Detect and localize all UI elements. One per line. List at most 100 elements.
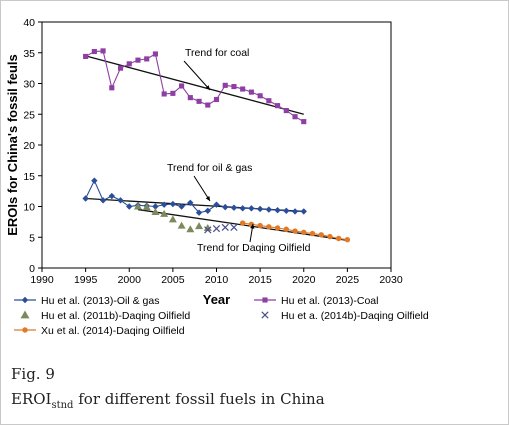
data-point (126, 61, 132, 67)
chart-annotations: Trend for coal Trend for oil & gas Trend f… (167, 47, 311, 254)
data-point (91, 48, 97, 55)
data-point (309, 230, 316, 237)
data-point (265, 206, 273, 213)
legend-item: Xu et al. (2014)-Daqing Oilfield (14, 325, 185, 337)
chart-axes: 1990 1995 2000 2005 2010 2015 2020 2025 20300510… (5, 17, 403, 307)
trend-line (85, 55, 304, 115)
x-tick-label: 2030 (379, 274, 403, 286)
y-tick-label: 20 (23, 140, 35, 152)
data-point (327, 233, 333, 240)
legend-item: Hu et a. (2014b)-Daqing Oilfield (261, 310, 429, 322)
data-point (187, 95, 193, 101)
x-tick-label: 2020 (292, 274, 316, 286)
annotation-pointer (193, 175, 211, 202)
legend-marker (262, 297, 268, 303)
data-point (152, 203, 159, 210)
data-point (186, 225, 195, 233)
data-point (177, 221, 186, 229)
data-point (240, 86, 246, 92)
data-point (292, 228, 298, 234)
data-point (292, 114, 298, 120)
x-tick-label: 2005 (161, 274, 185, 286)
data-point (266, 224, 272, 230)
data-point (117, 197, 124, 204)
data-point (221, 223, 229, 232)
data-point (274, 206, 281, 214)
series-4 (239, 220, 351, 243)
y-tick-label: 40 (23, 17, 35, 29)
data-point (100, 48, 106, 54)
data-point (212, 225, 221, 233)
data-point (170, 90, 176, 96)
data-point (283, 207, 290, 215)
legend-item: Hu et al. (2013)-Oil & gas (14, 295, 159, 307)
legend-label: Xu et al. (2014)-Daqing Oilfield (41, 325, 185, 337)
data-point (126, 203, 133, 210)
data-point (248, 89, 254, 95)
data-point (257, 222, 263, 229)
data-point (283, 226, 290, 232)
series-3 (204, 223, 238, 234)
y-tick-label: 25 (23, 109, 35, 121)
annotation-label: Trend for coal (185, 47, 249, 59)
x-marker-stroke (212, 225, 221, 233)
data-point (301, 119, 307, 125)
data-point (187, 199, 194, 207)
caption-rest: for different fossil fuels in China (73, 390, 325, 408)
data-point (283, 108, 289, 114)
caption-subscript: stnd (51, 400, 74, 411)
legend-marker (261, 311, 269, 319)
data-point (169, 200, 177, 208)
legend-label: Hu et al. (2013)-Coal (281, 295, 378, 307)
data-point (195, 222, 204, 230)
y-tick-label: 0 (29, 263, 35, 275)
series-line (85, 50, 305, 123)
data-point (222, 82, 228, 88)
x-marker-stroke (230, 223, 238, 232)
data-point (239, 205, 246, 212)
data-series (82, 48, 351, 243)
data-point (91, 177, 98, 184)
x-tick-label: 2015 (248, 274, 272, 286)
data-point (335, 235, 342, 242)
data-point (195, 209, 203, 216)
data-point (161, 91, 167, 97)
data-point (318, 232, 324, 238)
x-tick-label: 1990 (30, 274, 54, 286)
legend-label: Hu et al. (2011b)-Daqing Oilfield (41, 310, 190, 322)
annotation-arrowhead (205, 196, 210, 201)
data-point (109, 85, 115, 91)
data-point (230, 223, 238, 232)
series-line (85, 179, 304, 214)
legend-label: Hu et al. (2013)-Oil & gas (41, 295, 159, 307)
y-axis-label: EROIs for China's fossil feuls (5, 54, 20, 236)
y-tick-label: 5 (29, 232, 35, 244)
data-point (231, 84, 237, 90)
legend-marker (20, 310, 30, 319)
data-point (168, 215, 177, 223)
legend-item: Hu et al. (2011b)-Daqing Oilfield (20, 310, 190, 322)
figure-caption: EROIstnd for different fossil fuels in C… (11, 390, 325, 411)
data-point (144, 56, 150, 62)
chart-legend: Hu et al. (2013)-Oil & gas Hu et al. (201… (14, 295, 429, 337)
chart-panel: 1990 1995 2000 2005 2010 2015 2020 2025 2030 0 5 10… (4, 4, 504, 352)
data-point (266, 98, 272, 104)
eroi-chart: 1990 1995 2000 2005 2010 2015 2020 2025 20300510… (5, 17, 429, 337)
y-tick-label: 35 (23, 48, 35, 60)
data-point (239, 220, 246, 226)
data-point (82, 195, 89, 202)
caption-area: Fig. 9 EROIstnd for different fossil fue… (1, 353, 508, 424)
data-point (196, 98, 202, 104)
data-point (151, 208, 160, 216)
legend-item: Hu et al. (2013)-Coal (254, 295, 378, 307)
y-tick-label: 10 (23, 202, 35, 214)
legend-marker (21, 296, 29, 304)
data-point (344, 236, 351, 243)
data-point (204, 207, 211, 215)
x-tick-label: 2025 (336, 274, 360, 286)
data-point (301, 229, 307, 236)
data-point (108, 192, 115, 200)
x-tick-label: 1995 (74, 274, 98, 286)
y-tick-label: 15 (23, 171, 35, 183)
